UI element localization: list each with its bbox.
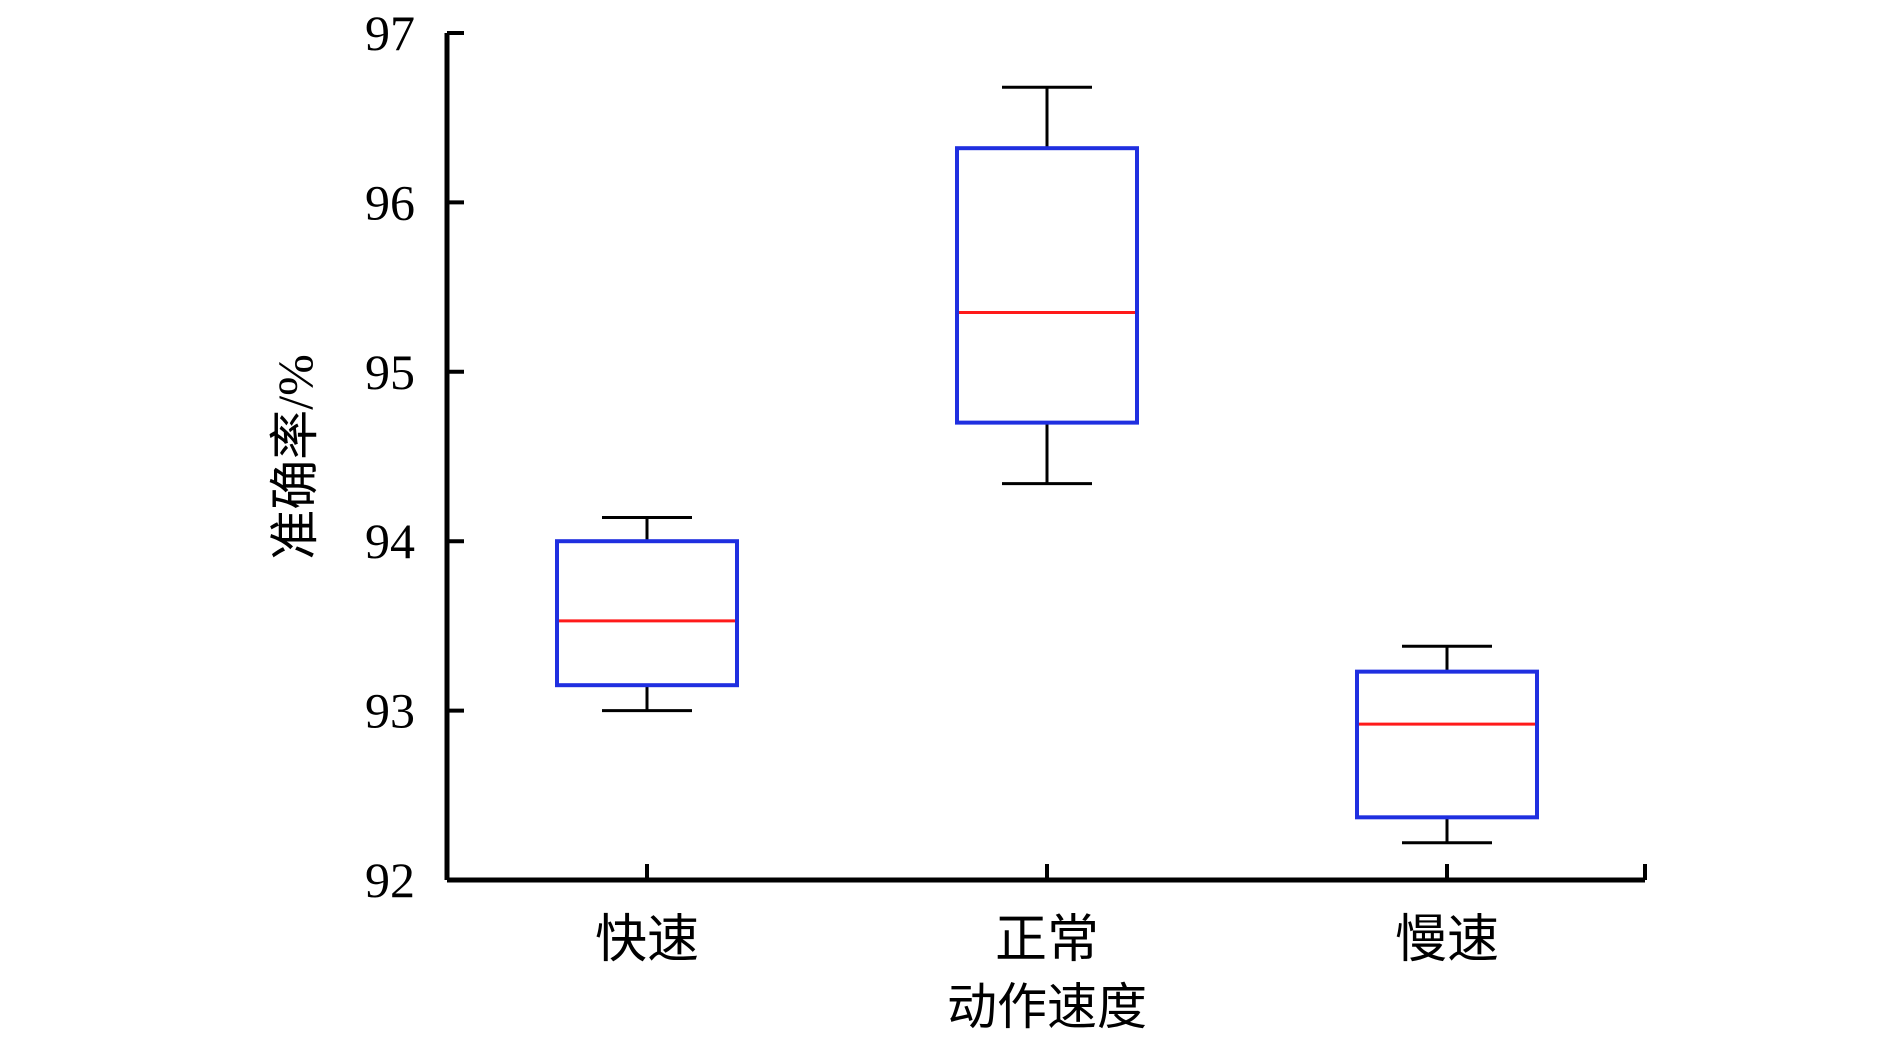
y-tick-label: 97 (365, 5, 415, 61)
box-group (1355, 644, 1539, 845)
x-axis-title: 动作速度 (947, 979, 1147, 1035)
iqr-box (955, 146, 1139, 425)
labels: 92 93 94 95 96 97 快速 正常 慢速 (365, 5, 1499, 969)
y-tick-label: 94 (365, 513, 415, 569)
x-tick-label: 慢速 (1395, 912, 1499, 969)
iqr-box (555, 539, 739, 688)
axes (444, 31, 1647, 883)
box-group (555, 515, 739, 713)
y-tick-label: 92 (365, 852, 415, 908)
iqr-box (1355, 669, 1539, 820)
y-tick-label: 96 (365, 174, 415, 230)
y-axis-title: 准确率/% (267, 354, 323, 560)
y-tick-label: 93 (365, 683, 415, 739)
box-group (955, 85, 1139, 486)
x-tick-label: 快速 (595, 912, 699, 969)
boxes (555, 85, 1539, 845)
x-tick-label: 正常 (995, 912, 1099, 969)
y-tick-label: 95 (365, 344, 415, 400)
